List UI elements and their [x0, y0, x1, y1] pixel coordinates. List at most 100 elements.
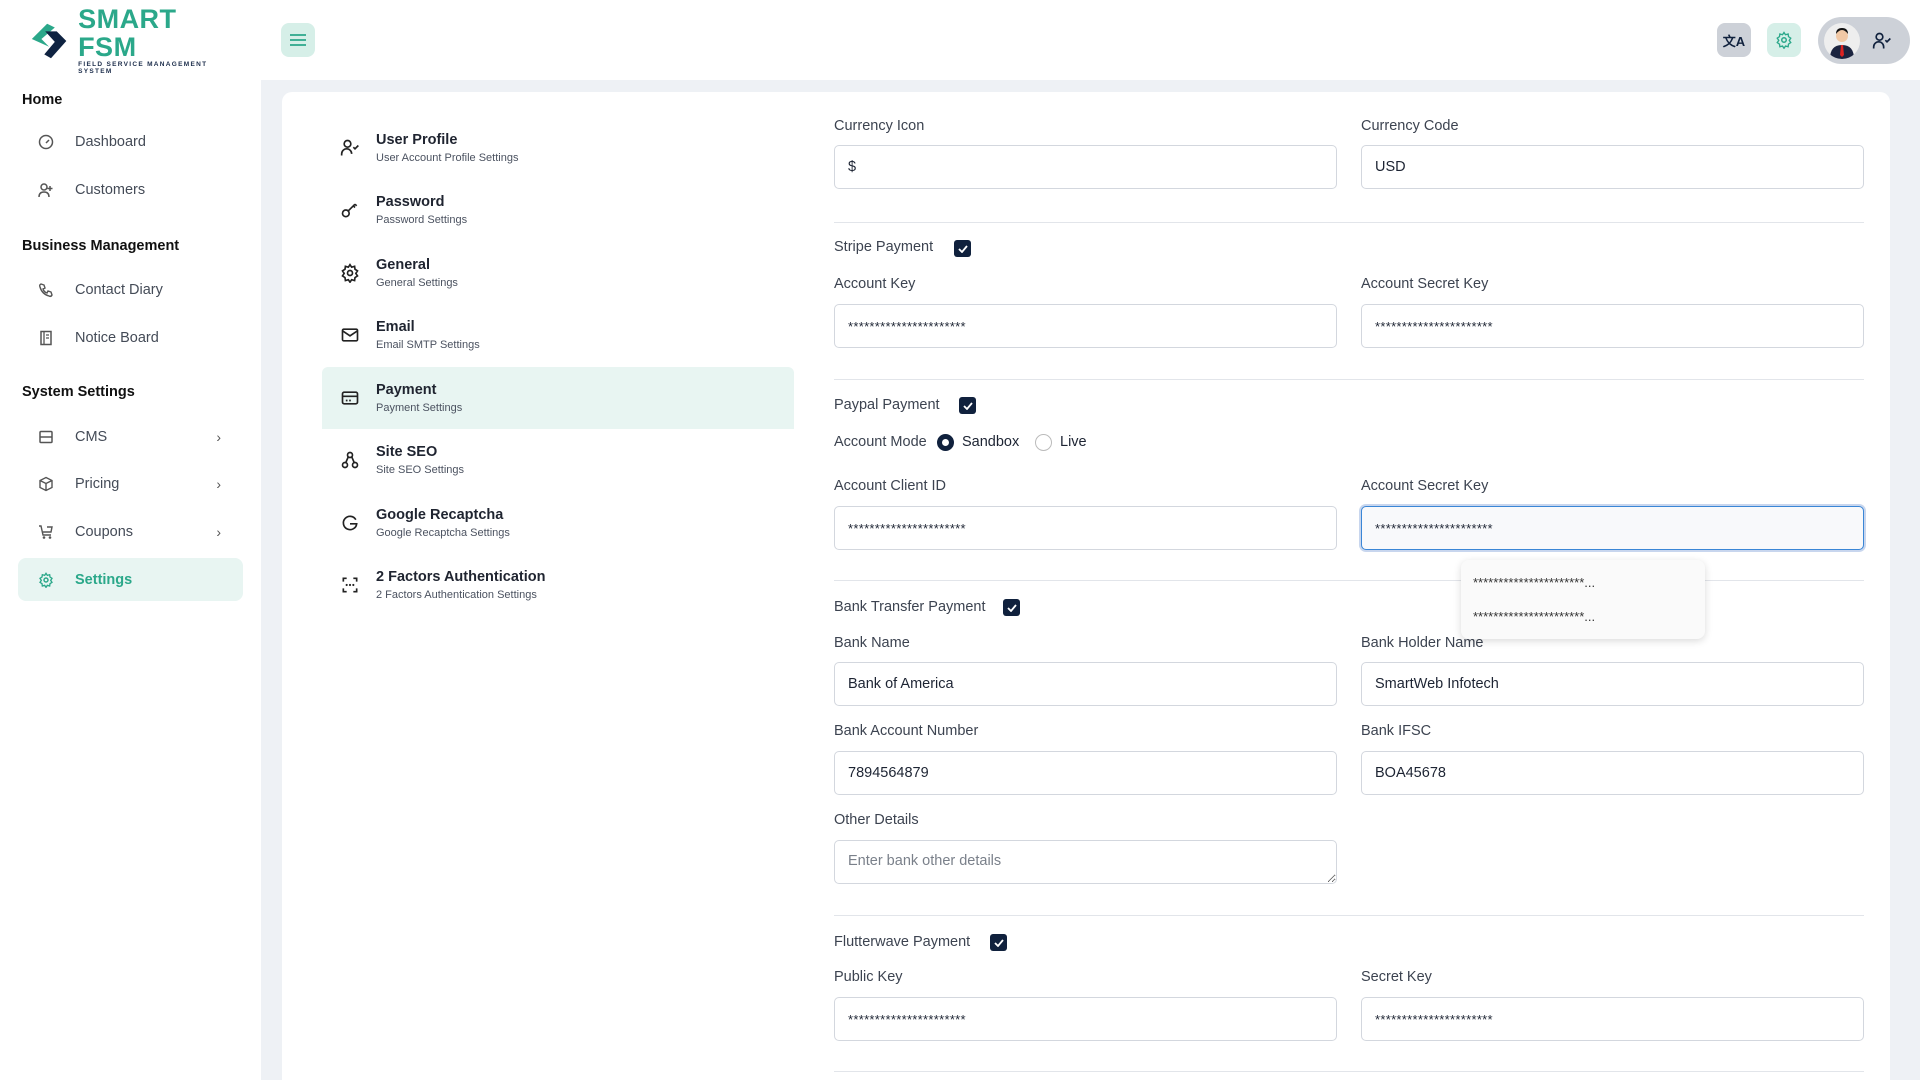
menu-subtitle: Google Recaptcha Settings	[376, 527, 510, 539]
bank-holder-name-input[interactable]	[1361, 662, 1864, 706]
scan-dots-icon	[340, 575, 360, 595]
divider	[834, 915, 1864, 916]
public-key-input[interactable]	[834, 997, 1337, 1041]
check-icon	[957, 244, 968, 253]
logo[interactable]: SMART FSM FIELD SERVICE MANAGEMENT SYSTEM	[28, 5, 238, 75]
credit-card-icon	[340, 388, 360, 408]
currency-icon-input[interactable]	[834, 145, 1337, 189]
currency-icon-label: Currency Icon	[834, 118, 925, 134]
menu-subtitle: User Account Profile Settings	[376, 152, 519, 164]
divider	[834, 580, 1864, 581]
sidebar-section-home: Home	[22, 92, 63, 108]
sidebar-item-customers[interactable]: Customers	[18, 168, 243, 211]
flutterwave-payment-checkbox[interactable]	[990, 934, 1007, 951]
radio-live[interactable]	[1035, 434, 1052, 451]
radio-sandbox-label: Sandbox	[962, 434, 1020, 450]
bank-transfer-checkbox[interactable]	[1003, 599, 1020, 616]
bank-ifsc-input[interactable]	[1361, 751, 1864, 795]
sidebar-section-business: Business Management	[22, 238, 180, 254]
autocomplete-option[interactable]: **********************...	[1473, 575, 1596, 590]
account-mode-label: Account Mode	[834, 434, 927, 450]
user-check-icon	[340, 138, 360, 158]
settings-menu-general[interactable]: General General Settings	[322, 242, 794, 304]
menu-subtitle: Password Settings	[376, 214, 468, 226]
paypal-secret-key-label: Account Secret Key	[1361, 478, 1489, 494]
radio-live-label: Live	[1060, 434, 1087, 450]
settings-button[interactable]	[1767, 23, 1801, 57]
other-details-textarea[interactable]	[834, 840, 1337, 884]
translate-icon: 文A	[1722, 33, 1746, 49]
user-menu[interactable]	[1818, 17, 1910, 64]
secret-key-input[interactable]	[1361, 997, 1864, 1041]
menu-toggle-button[interactable]	[281, 23, 315, 57]
menu-subtitle: Site SEO Settings	[376, 464, 465, 476]
settings-menu-email[interactable]: Email Email SMTP Settings	[322, 304, 794, 366]
sidebar-item-settings[interactable]: Settings	[18, 558, 243, 601]
public-key-label: Public Key	[834, 969, 903, 985]
menu-title: Password	[376, 194, 445, 210]
sidebar-item-pricing[interactable]: Pricing ›	[18, 462, 243, 505]
sidebar: Home Dashboard Customers Business Manage…	[0, 80, 261, 1080]
menu-subtitle: Payment Settings	[376, 402, 463, 414]
autocomplete-dropdown: **********************... **************…	[1461, 560, 1705, 639]
autocomplete-option[interactable]: **********************...	[1473, 609, 1596, 624]
check-icon	[962, 401, 973, 410]
stripe-account-key-input[interactable]	[834, 304, 1337, 348]
stripe-secret-key-input[interactable]	[1361, 304, 1864, 348]
sidebar-item-label: Customers	[75, 181, 146, 198]
stripe-payment-checkbox[interactable]	[954, 240, 971, 257]
divider	[834, 222, 1864, 223]
sitemap-icon	[340, 450, 360, 470]
settings-menu-password[interactable]: Password Password Settings	[322, 179, 794, 241]
sidebar-item-notice-board[interactable]: Notice Board	[18, 316, 243, 359]
paypal-secret-key-input[interactable]	[1361, 506, 1864, 550]
paypal-payment-checkbox[interactable]	[959, 397, 976, 414]
sidebar-item-coupons[interactable]: Coupons ›	[18, 510, 243, 553]
menu-subtitle: 2 Factors Authentication Settings	[376, 589, 537, 601]
stripe-payment-label: Stripe Payment	[834, 239, 934, 255]
gauge-icon	[38, 134, 54, 150]
chevron-right-icon: ›	[216, 428, 221, 445]
check-icon	[1006, 603, 1017, 612]
sidebar-section-system: System Settings	[22, 384, 135, 400]
key-icon	[340, 200, 360, 220]
gear-icon	[340, 263, 360, 283]
menu-icon	[290, 34, 306, 46]
settings-menu-payment[interactable]: Payment Payment Settings	[322, 367, 794, 429]
sidebar-item-label: Dashboard	[75, 133, 146, 150]
bank-transfer-label: Bank Transfer Payment	[834, 599, 986, 615]
logo-mark-icon	[31, 23, 67, 59]
bank-account-number-input[interactable]	[834, 751, 1337, 795]
menu-subtitle: Email SMTP Settings	[376, 339, 480, 351]
bank-name-label: Bank Name	[834, 635, 910, 651]
box-icon	[38, 476, 54, 492]
currency-code-label: Currency Code	[1361, 118, 1459, 134]
menu-title: User Profile	[376, 132, 458, 148]
sidebar-item-label: Coupons	[75, 523, 134, 540]
settings-menu-user-profile[interactable]: User Profile User Account Profile Setting…	[322, 117, 794, 179]
currency-code-input[interactable]	[1361, 145, 1864, 189]
sidebar-item-dashboard[interactable]: Dashboard	[18, 120, 243, 163]
sidebar-item-label: Settings	[75, 571, 133, 588]
logo-text: SMART FSM	[78, 4, 177, 62]
google-icon	[340, 513, 360, 533]
bank-name-input[interactable]	[834, 662, 1337, 706]
paypal-client-id-input[interactable]	[834, 506, 1337, 550]
notebook-icon	[38, 330, 54, 346]
sidebar-item-cms[interactable]: CMS ›	[18, 415, 243, 458]
settings-menu-site-seo[interactable]: Site SEO Site SEO Settings	[322, 429, 794, 491]
settings-menu-google-recaptcha[interactable]: Google Recaptcha Google Recaptcha Setting…	[322, 492, 794, 554]
radio-sandbox[interactable]	[937, 434, 954, 451]
sidebar-item-contact-diary[interactable]: Contact Diary	[18, 268, 243, 311]
sidebar-item-label: Pricing	[75, 475, 120, 492]
cart-discount-icon	[38, 524, 54, 540]
bank-ifsc-label: Bank IFSC	[1361, 723, 1432, 739]
menu-title: Site SEO	[376, 444, 438, 460]
paypal-client-id-label: Account Client ID	[834, 478, 947, 494]
gear-icon	[38, 571, 54, 588]
phone-icon	[38, 282, 54, 298]
language-button[interactable]: 文A	[1717, 23, 1751, 57]
settings-menu-2fa[interactable]: 2 Factors Authentication 2 Factors Authen…	[322, 554, 794, 616]
other-details-label: Other Details	[834, 812, 919, 828]
bank-account-number-label: Bank Account Number	[834, 723, 979, 739]
